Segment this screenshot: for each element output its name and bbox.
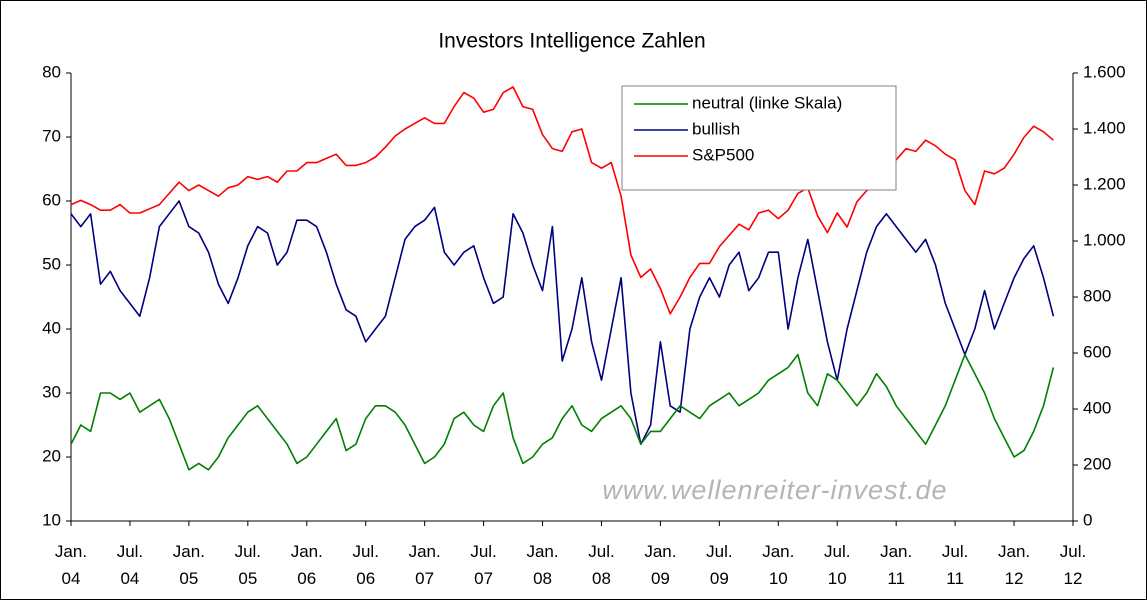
- x-tick-label: Jan. 08: [526, 542, 558, 588]
- y2-tick-label: 400: [1083, 398, 1111, 417]
- y-tick-label: 60: [42, 190, 61, 209]
- x-tick-label: Jul. 11: [942, 542, 968, 588]
- x-tick-label: Jan. 06: [291, 542, 323, 588]
- y2-tick-label: 1.400: [1083, 118, 1126, 137]
- x-tick-label: Jul. 05: [235, 542, 261, 588]
- x-tick-label: Jul. 12: [1060, 542, 1086, 588]
- y-tick-label: 30: [42, 382, 61, 401]
- x-tick-label: Jan. 07: [409, 542, 441, 588]
- y-tick-label: 50: [42, 254, 61, 273]
- legend-label: neutral (linke Skala): [692, 93, 842, 112]
- y-tick-label: 20: [42, 446, 61, 465]
- legend-label: S&P500: [692, 145, 754, 164]
- x-tick-label: Jan. 12: [998, 542, 1030, 588]
- x-tick-label: Jan. 05: [173, 542, 205, 588]
- y2-tick-label: 600: [1083, 342, 1111, 361]
- x-tick-label: Jan. 04: [55, 542, 87, 588]
- chart-title: Investors Intelligence Zahlen: [438, 30, 705, 53]
- series-line: [70, 353, 1055, 471]
- y-tick-label: 40: [42, 318, 61, 337]
- y2-tick-label: 1.200: [1083, 174, 1126, 193]
- x-tick-label: Jan. 11: [880, 542, 912, 588]
- y-tick-label: 80: [42, 62, 61, 81]
- x-tick-label: Jul. 04: [117, 542, 143, 588]
- x-tick-label: Jan. 09: [644, 542, 676, 588]
- y2-tick-label: 1.600: [1083, 62, 1126, 81]
- watermark: www.wellenreiter-invest.de: [602, 475, 947, 505]
- series-line: [70, 200, 1055, 445]
- y2-tick-label: 0: [1083, 510, 1092, 529]
- x-tick-label: Jul. 10: [824, 542, 850, 588]
- y-tick-label: 70: [42, 126, 61, 145]
- y2-tick-label: 200: [1083, 454, 1111, 473]
- x-tick-label: Jan. 10: [762, 542, 794, 588]
- x-tick-label: Jul. 07: [470, 542, 496, 588]
- x-tick-label: Jul. 08: [588, 542, 614, 588]
- legend-label: bullish: [692, 119, 740, 138]
- y2-tick-label: 800: [1083, 286, 1111, 305]
- x-tick-label: Jul. 09: [706, 542, 732, 588]
- y2-tick-label: 1.000: [1083, 230, 1126, 249]
- x-tick-label: Jul. 06: [352, 542, 378, 588]
- y-tick-label: 10: [42, 510, 61, 529]
